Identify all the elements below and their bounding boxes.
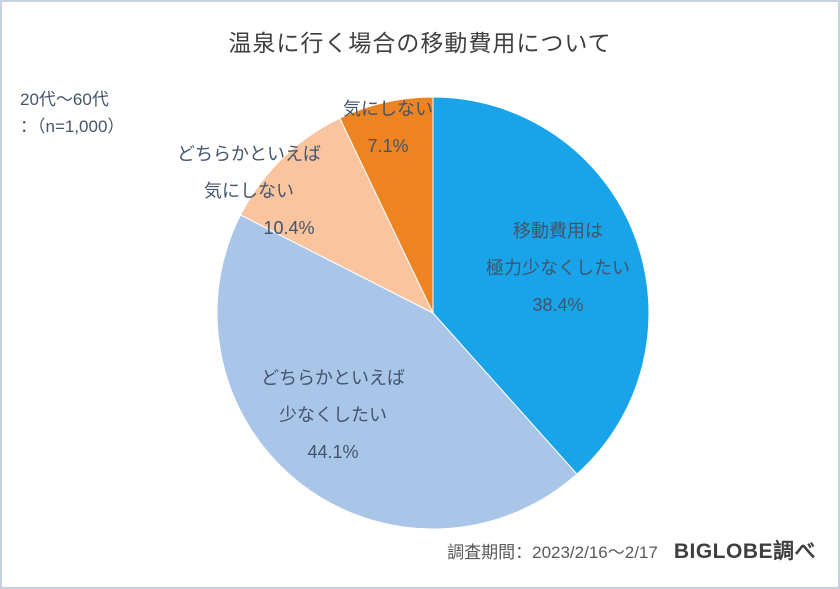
chart-title: 温泉に行く場合の移動費用について [228,30,612,56]
sample-note: 20代～60代 ：（n=1,000） [20,86,124,140]
slice-label-line: 極力少なくしたい [486,258,630,278]
slice-percent: 44.1% [307,442,359,462]
survey-period: 調査期間：2023/2/16～2/17 [447,543,658,562]
slice-label-line: 移動費用は [513,221,603,241]
chart-footer: 調査期間：2023/2/16～2/17 BIGLOBE調べ [447,535,816,565]
slice-percent: 7.1% [367,136,409,156]
sample-note-line-1: 20代～60代 [20,90,109,109]
source-credit: BIGLOBE調べ [673,540,816,563]
slice-label-line: どちらかといえば [177,144,321,164]
slice-label-dont-care: 気にしない 7.1% [343,91,433,165]
sample-note-line-2: ：（n=1,000） [20,117,125,136]
slice-percent: 38.4% [532,295,584,315]
pie-slice-0 [432,96,650,475]
pie-slice-2 [239,117,435,315]
slice-label-minimize-costs: 移動費用は 極力少なくしたい 38.4% [486,213,630,324]
pie-slice-3 [339,96,434,314]
pie-slice-1 [216,214,578,530]
slice-label-somewhat-reduce: どちらかといえば 少なくしたい 44.1% [261,360,405,471]
slice-label-line: 気にしない [343,99,433,119]
slice-percent: 10.4% [263,218,315,238]
slice-label-line: 気にしない [204,181,294,201]
slice-label-line: 少なくしたい [279,405,387,425]
slice-label-somewhat-dont-care: どちらかといえば 気にしない 10.4% [177,136,321,247]
slice-label-line: どちらかといえば [261,368,405,388]
